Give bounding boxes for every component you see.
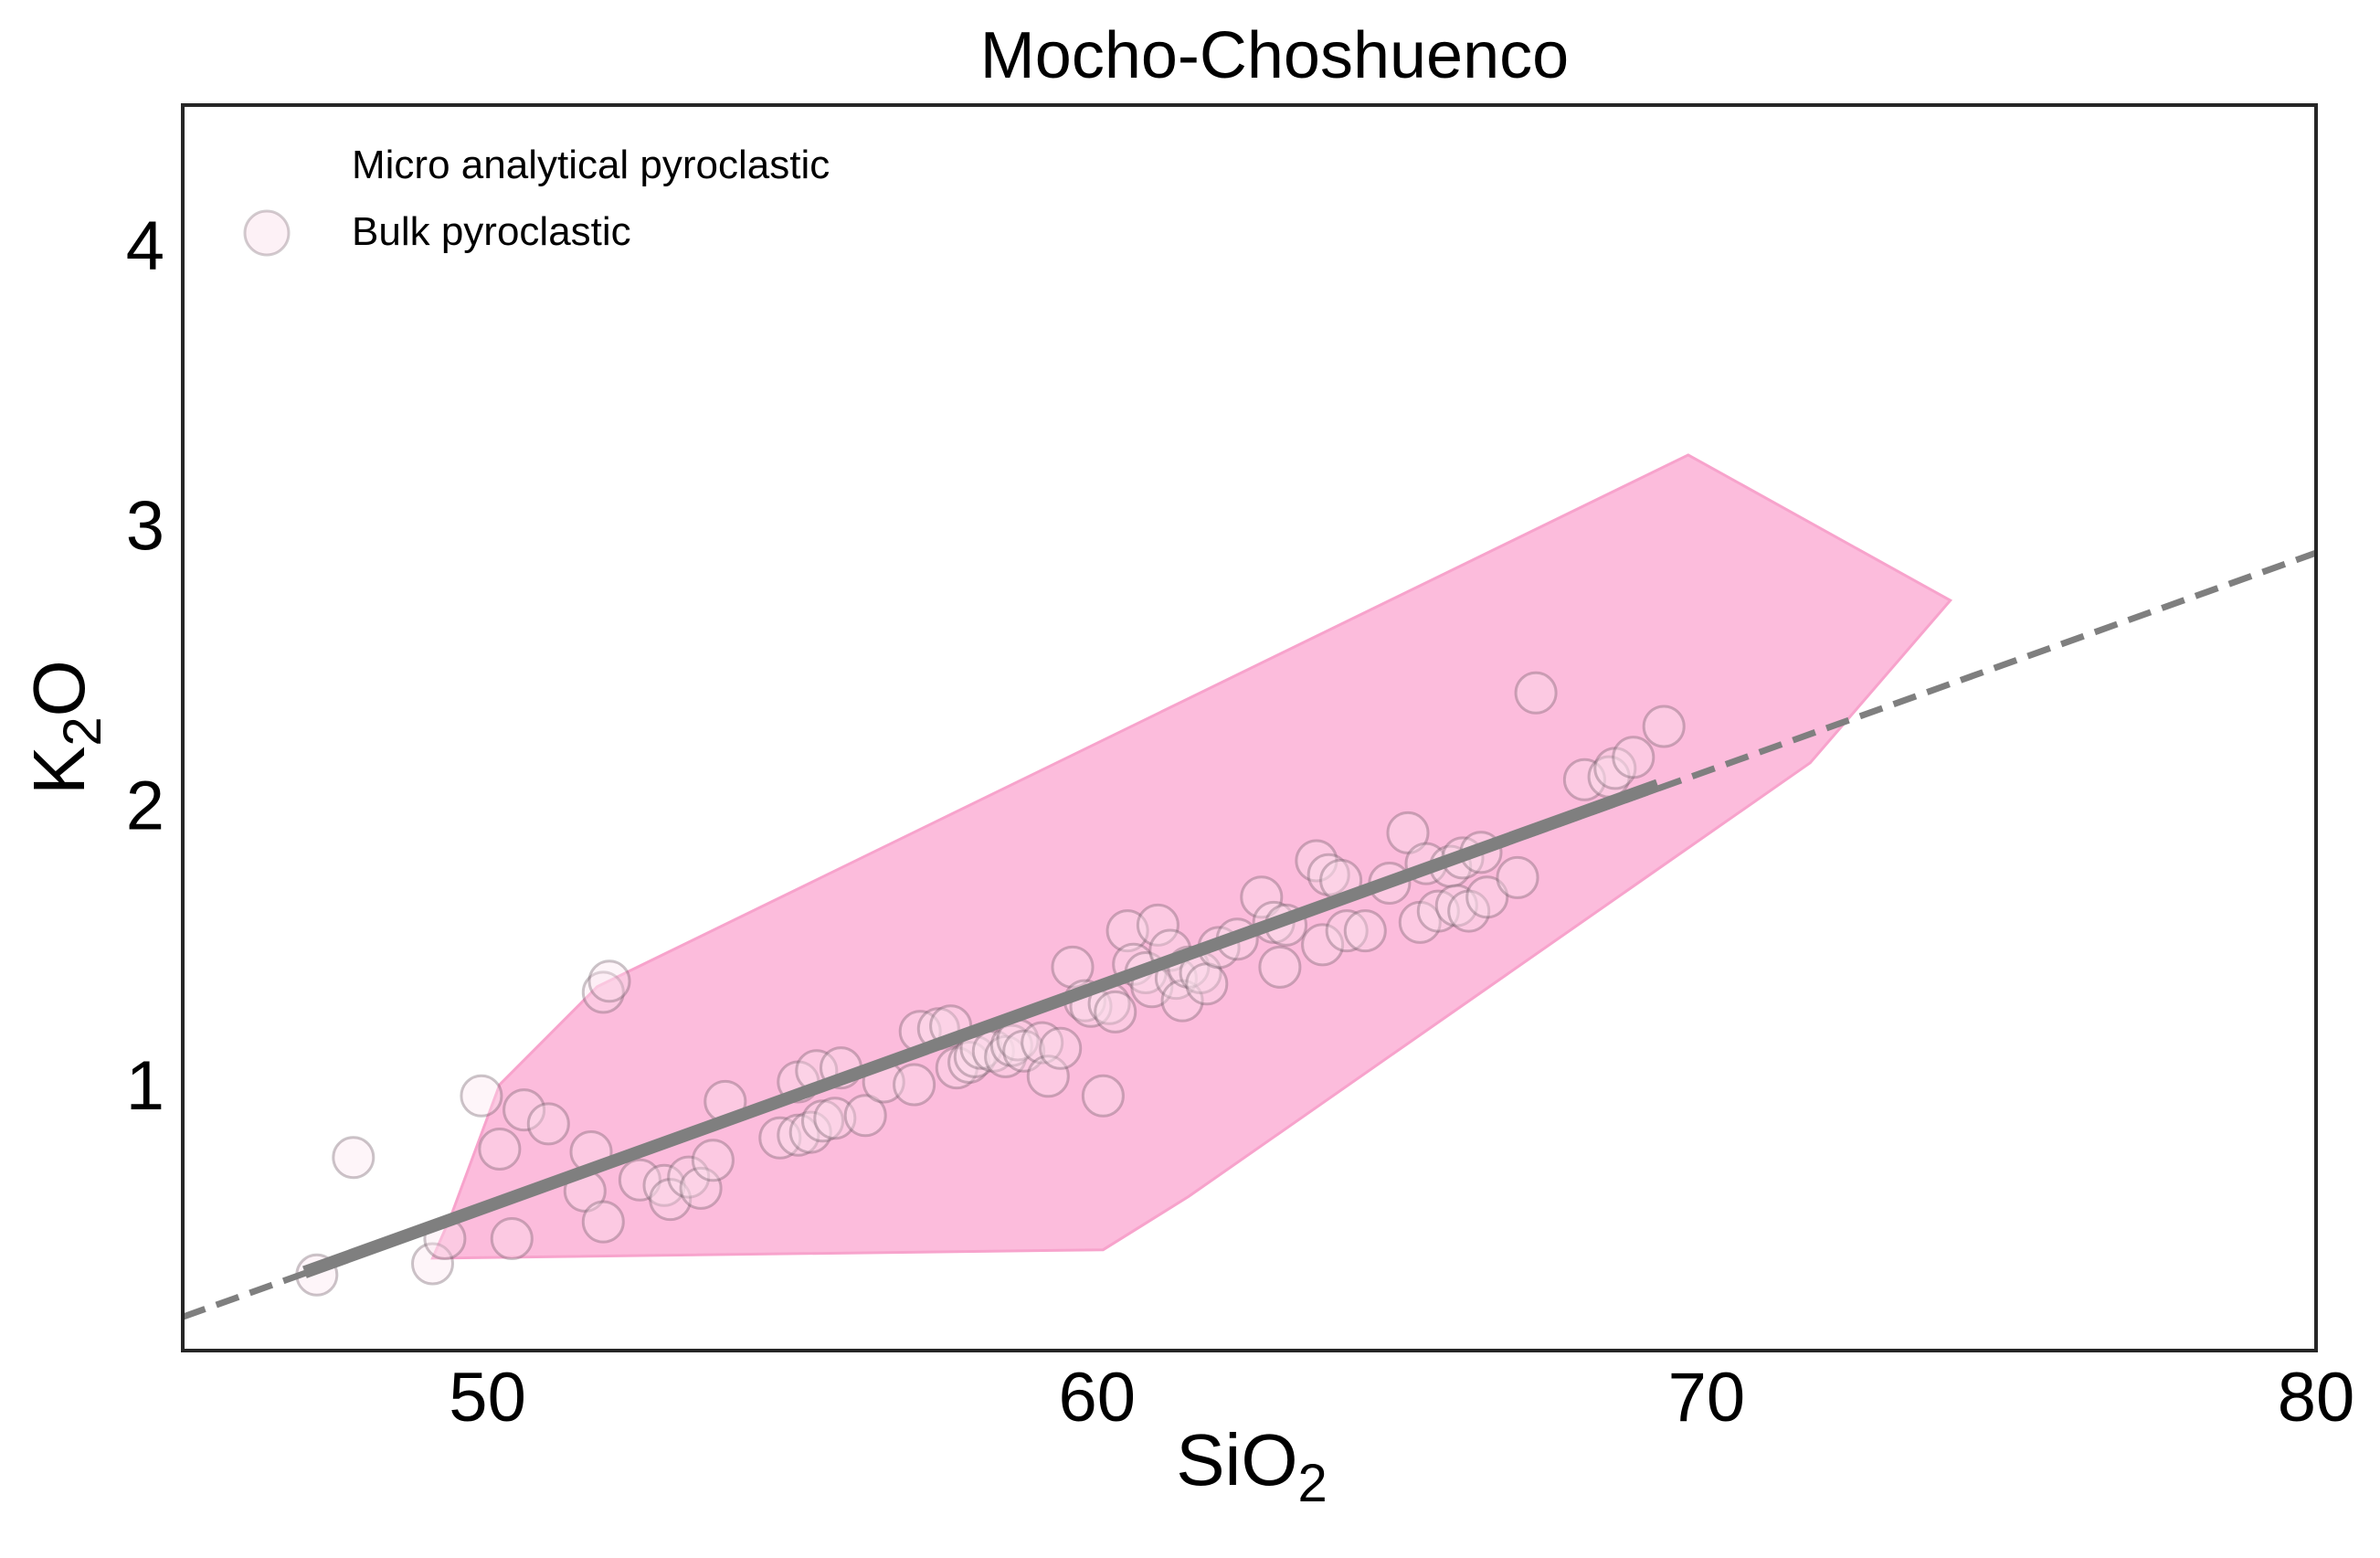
data-point [1301,923,1345,967]
data-point [843,1094,887,1138]
chart-title: Mocho-Choshuenco [980,19,1569,92]
data-point [490,1217,534,1260]
data-point [758,1116,802,1160]
data-point [581,1200,625,1244]
data-point [332,1136,376,1180]
y-tick-label: 4 [126,207,164,285]
data-point [1021,1021,1064,1065]
y-axis-label-subscript: 2 [53,716,112,746]
data-point [1039,1026,1083,1070]
data-point [1593,747,1637,790]
y-axis-label-tail: O [18,660,100,716]
data-point [935,1046,978,1090]
data-point [1612,736,1655,779]
y-axis-label-base: K [18,747,100,795]
data-point [1295,839,1338,883]
data-point [649,1178,693,1222]
data-point [1642,705,1686,748]
data-point [1026,1055,1070,1098]
x-tick-label: 80 [2278,1359,2355,1436]
data-point [1514,671,1558,715]
data-point [1465,875,1509,919]
data-point [1343,909,1387,953]
data-point [1325,909,1369,953]
x-tick-labels: 50 60 70 80 [449,1359,2354,1436]
y-axis-label: K2O [18,660,112,795]
x-tick-label: 60 [1058,1359,1136,1436]
data-point [801,1099,844,1143]
y-tick-labels: 1 2 3 4 [126,207,164,1125]
data-point [1136,903,1179,947]
data-point [691,1139,735,1182]
x-tick-label: 50 [449,1359,526,1436]
legend-marker-bulk [243,209,291,257]
y-tick-label: 3 [126,487,164,565]
trend-layer [183,549,2316,1320]
data-point [460,1074,503,1118]
data-point [667,1155,711,1199]
y-tick-label: 1 [126,1047,164,1125]
data-point [1002,1029,1046,1073]
x-axis-label: SiO2 [1176,1419,1328,1513]
legend: Micro analytical pyroclastic Bulk pyrocl… [243,143,830,257]
x-axis-label-subscript: 2 [1298,1454,1328,1513]
data-point [478,1128,522,1171]
plot-frame [181,103,2318,1352]
data-point [1081,1074,1125,1118]
plot-area [183,453,2316,1320]
data-point [1386,811,1430,854]
data-point [1094,990,1137,1033]
data-point [893,1063,936,1107]
data-point [1185,962,1229,1006]
data-point [1051,945,1095,989]
data-point [1562,758,1606,801]
data-point [411,1242,454,1286]
y-tick-label: 2 [126,768,164,845]
data-point [526,1102,570,1146]
legend-entry-bulk: Bulk pyroclastic [352,209,631,254]
data-point [502,1088,546,1132]
region-layer [430,453,1953,1260]
data-point [788,1110,832,1154]
data-point [777,1113,820,1157]
x-tick-label: 70 [1668,1359,1746,1436]
data-point [1398,900,1442,944]
trend-line-solid [302,779,1660,1278]
data-point [947,1041,991,1084]
data-point [1416,889,1460,933]
data-point [984,1034,1028,1078]
data-point [618,1158,661,1202]
data-point [642,1163,686,1207]
data-point [1447,889,1491,933]
data-point [1105,909,1149,953]
data-point [1258,945,1302,989]
data-point [679,1166,723,1210]
data-point [587,959,631,1003]
data-point [581,970,625,1014]
data-point [1496,855,1539,899]
region-polygon [430,453,1953,1260]
x-axis-label-base: SiO [1176,1419,1297,1500]
data-point [1240,875,1284,919]
data-point [1160,979,1204,1023]
data-point [813,1097,857,1140]
legend-entry-region: Micro analytical pyroclastic [352,143,830,187]
data-point [1306,853,1350,896]
points-layer [295,671,1686,1297]
data-point [1434,884,1478,927]
data-point [989,1023,1033,1067]
